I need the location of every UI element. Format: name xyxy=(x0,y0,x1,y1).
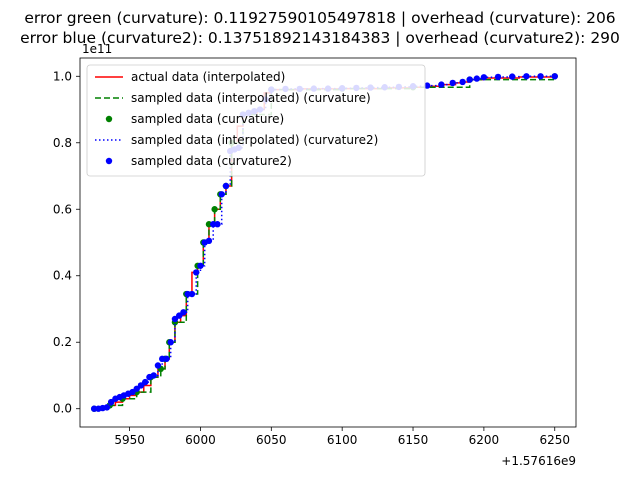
data-point xyxy=(205,237,213,245)
data-point xyxy=(154,362,162,369)
axes-frame xyxy=(79,57,577,428)
x-tick-label: 6150 xyxy=(398,433,429,447)
legend-swatch-marker xyxy=(105,115,113,123)
y-tick-label: 0.2 xyxy=(53,335,72,349)
chart-title-line-2: error blue (curvature2): 0.1375189214318… xyxy=(20,29,620,47)
legend-swatch-marker xyxy=(105,157,113,165)
legend-label: sampled data (curvature2) xyxy=(131,154,292,168)
data-point xyxy=(459,78,466,86)
data-point xyxy=(551,73,558,80)
data-point xyxy=(509,73,516,80)
legend-label: sampled data (interpolated) (curvature2) xyxy=(131,133,378,147)
data-point xyxy=(211,206,218,213)
data-point xyxy=(150,372,157,379)
data-point xyxy=(222,182,230,190)
data-point xyxy=(214,221,221,228)
y-tick-label: 0.8 xyxy=(53,136,72,150)
y-tick-label: 1.0 xyxy=(53,69,72,83)
legend-label: sampled data (curvature) xyxy=(131,112,284,126)
data-point xyxy=(494,73,502,81)
y-tick-label: 0.0 xyxy=(53,402,72,416)
x-tick-label: 5950 xyxy=(114,433,145,447)
data-point xyxy=(523,73,530,80)
x-tick-label: 6250 xyxy=(539,433,570,447)
data-point xyxy=(193,269,200,276)
data-point xyxy=(188,290,196,298)
x-tick-label: 6050 xyxy=(256,433,287,447)
chart-title-line-1: error green (curvature): 0.1192759010549… xyxy=(24,9,615,27)
x-tick-label: 6000 xyxy=(185,433,216,447)
data-point xyxy=(197,262,204,269)
data-point xyxy=(449,79,456,87)
data-point xyxy=(438,81,445,88)
data-point xyxy=(180,309,187,316)
y-tick-label: 0.6 xyxy=(53,202,72,216)
data-point xyxy=(218,191,225,198)
data-point xyxy=(424,82,431,89)
x-offset-label: +1.57616e9 xyxy=(501,454,576,468)
plot-area: 5950 6000 6050 6100 6150 6200 6250 0.0 0.2 0.4 0.6… xyxy=(53,57,577,447)
legend: actual data (interpolated) sampled data (… xyxy=(86,64,426,177)
data-point xyxy=(163,355,170,363)
y-scale-label: 1e11 xyxy=(82,42,112,56)
data-point xyxy=(537,73,544,80)
y-tick-label: 0.4 xyxy=(53,269,72,283)
data-point xyxy=(103,404,111,411)
x-tick-label: 6200 xyxy=(469,433,500,447)
legend-label: sampled data (interpolated) (curvature) xyxy=(131,91,371,105)
data-point xyxy=(141,378,149,386)
x-tick-label: 6100 xyxy=(327,433,358,447)
legend-box xyxy=(86,64,426,177)
data-point xyxy=(480,74,488,81)
data-point xyxy=(473,75,480,82)
legend-label: actual data (interpolated) xyxy=(131,70,285,84)
data-point xyxy=(466,76,473,83)
data-point xyxy=(167,339,174,346)
